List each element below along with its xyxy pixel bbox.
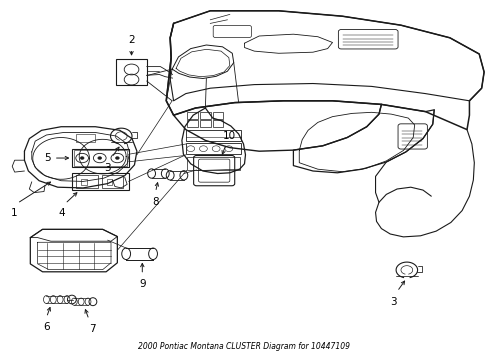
Circle shape bbox=[115, 157, 119, 159]
Text: 5: 5 bbox=[44, 153, 51, 163]
Text: 4: 4 bbox=[58, 208, 65, 218]
Bar bbox=[81, 179, 87, 185]
Text: 1: 1 bbox=[10, 208, 17, 218]
Bar bbox=[187, 120, 198, 127]
Text: 10: 10 bbox=[223, 131, 236, 141]
Text: 9: 9 bbox=[139, 279, 145, 289]
Circle shape bbox=[80, 157, 84, 159]
Bar bbox=[200, 120, 210, 127]
Bar bbox=[106, 179, 112, 185]
Text: 3: 3 bbox=[104, 163, 111, 173]
Bar bbox=[102, 175, 123, 188]
Bar bbox=[76, 134, 95, 142]
Bar bbox=[76, 175, 98, 188]
Text: 7: 7 bbox=[89, 324, 96, 334]
Bar bbox=[200, 112, 210, 119]
Text: 2000 Pontiac Montana CLUSTER Diagram for 10447109: 2000 Pontiac Montana CLUSTER Diagram for… bbox=[138, 342, 350, 351]
Text: 8: 8 bbox=[152, 197, 159, 207]
Bar bbox=[185, 130, 240, 141]
Text: 6: 6 bbox=[43, 322, 50, 332]
Text: 2: 2 bbox=[128, 35, 135, 45]
Bar bbox=[187, 112, 198, 119]
Bar bbox=[212, 112, 223, 119]
Circle shape bbox=[98, 157, 102, 159]
Bar bbox=[212, 120, 223, 127]
Bar bbox=[186, 157, 239, 170]
Bar bbox=[185, 143, 240, 154]
Text: 3: 3 bbox=[389, 297, 396, 307]
